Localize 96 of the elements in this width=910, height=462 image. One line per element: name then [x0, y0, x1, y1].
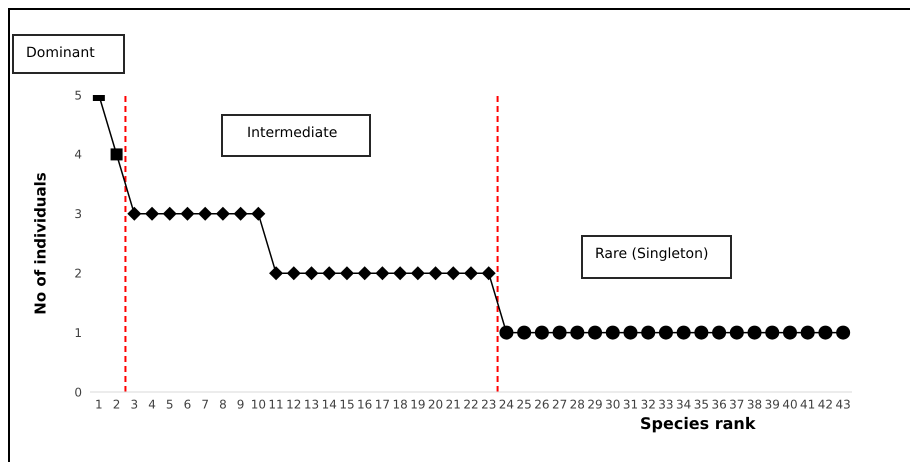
point	[676, 326, 691, 340]
point	[216, 206, 230, 221]
x-tick-label: 13	[304, 398, 320, 412]
x-tick-label: 6	[184, 398, 192, 412]
y-tick-label: 0	[74, 385, 82, 400]
y-tick-label: 5	[74, 88, 82, 102]
x-tick-label: 5	[166, 398, 174, 412]
point	[304, 266, 319, 280]
x-tick-label: 27	[552, 398, 568, 412]
point	[748, 326, 762, 340]
x-tick-label: 29	[587, 398, 603, 412]
point	[482, 266, 496, 280]
x-tick-label: 22	[463, 398, 479, 412]
x-tick-label: 23	[481, 398, 496, 412]
point	[145, 206, 160, 221]
point	[782, 326, 797, 340]
x-tick-label: 7	[201, 398, 210, 412]
point	[286, 266, 301, 280]
text-box: Dominant	[12, 34, 125, 74]
x-tick-label: 25	[516, 398, 532, 412]
x-tick-label: 37	[729, 398, 744, 412]
point	[162, 206, 177, 221]
x-tick-label: 35	[694, 398, 710, 412]
x-tick-label: 4	[148, 398, 156, 412]
point	[800, 326, 815, 340]
point	[393, 266, 408, 280]
x-tick-label: 24	[498, 398, 514, 412]
x-tick-label: 40	[782, 398, 798, 412]
x-tick-label: 9	[236, 398, 244, 412]
x-tick-label: 21	[446, 398, 461, 412]
point	[570, 326, 584, 340]
point	[836, 326, 850, 340]
x-tick-label: 38	[746, 398, 762, 412]
x-tick-label: 17	[374, 398, 390, 412]
point	[234, 206, 248, 221]
point	[375, 266, 390, 280]
point	[358, 266, 372, 280]
point	[588, 326, 602, 340]
y-axis-title: No of individuals	[31, 172, 50, 315]
point	[269, 266, 284, 280]
y-tick-label: 4	[74, 148, 82, 162]
point	[658, 326, 673, 340]
point	[534, 326, 549, 340]
point	[127, 206, 142, 221]
point	[517, 326, 532, 340]
x-tick-label: 36	[711, 398, 727, 412]
x-tick-label: 41	[800, 398, 816, 412]
x-tick-label: 8	[219, 398, 227, 412]
point	[818, 326, 832, 340]
point	[623, 326, 638, 340]
point	[446, 266, 460, 280]
x-axis-title: Species rank	[640, 414, 756, 433]
point	[251, 206, 266, 221]
x-tick-label: 26	[534, 398, 550, 412]
x-tick-label: 39	[764, 398, 780, 412]
point	[322, 266, 336, 280]
point	[765, 326, 780, 340]
point	[606, 326, 620, 340]
x-tick-label: 10	[250, 398, 266, 412]
point	[730, 326, 744, 340]
x-tick-label: 34	[676, 398, 692, 412]
x-tick-label: 15	[339, 398, 355, 412]
x-tick-label: 14	[322, 398, 337, 412]
x-tick-label: 12	[286, 398, 302, 412]
x-tick-label: 1	[95, 398, 103, 412]
x-tick-label: 31	[622, 398, 638, 412]
x-tick-label: 42	[818, 398, 834, 412]
point	[340, 266, 354, 280]
x-tick-label: 18	[392, 398, 408, 412]
x-tick-label: 30	[605, 398, 620, 412]
x-tick-label: 2	[112, 398, 120, 412]
x-tick-label: 11	[268, 398, 284, 412]
point	[198, 206, 212, 221]
point	[694, 326, 708, 340]
x-tick-label: 32	[640, 398, 656, 412]
point	[110, 148, 123, 160]
y-tick-label: 3	[74, 207, 82, 222]
x-tick-label: 33	[658, 398, 674, 412]
point	[712, 326, 726, 340]
text-box: Rare (Singleton)	[581, 235, 732, 279]
x-tick-label: 28	[570, 398, 585, 412]
point	[428, 266, 443, 280]
x-tick-label: 16	[357, 398, 372, 412]
text-box: Intermediate	[221, 114, 371, 157]
point	[464, 266, 478, 280]
x-tick-label: 43	[836, 398, 851, 412]
point	[410, 266, 425, 280]
y-tick-label: 1	[74, 326, 82, 340]
x-tick-label: 20	[428, 398, 444, 412]
point	[180, 206, 194, 221]
point	[552, 326, 567, 340]
y-tick-label: 2	[74, 266, 82, 280]
x-tick-label: 19	[410, 398, 426, 412]
point	[499, 326, 514, 340]
point	[641, 326, 656, 340]
x-tick-label: 3	[130, 398, 138, 412]
